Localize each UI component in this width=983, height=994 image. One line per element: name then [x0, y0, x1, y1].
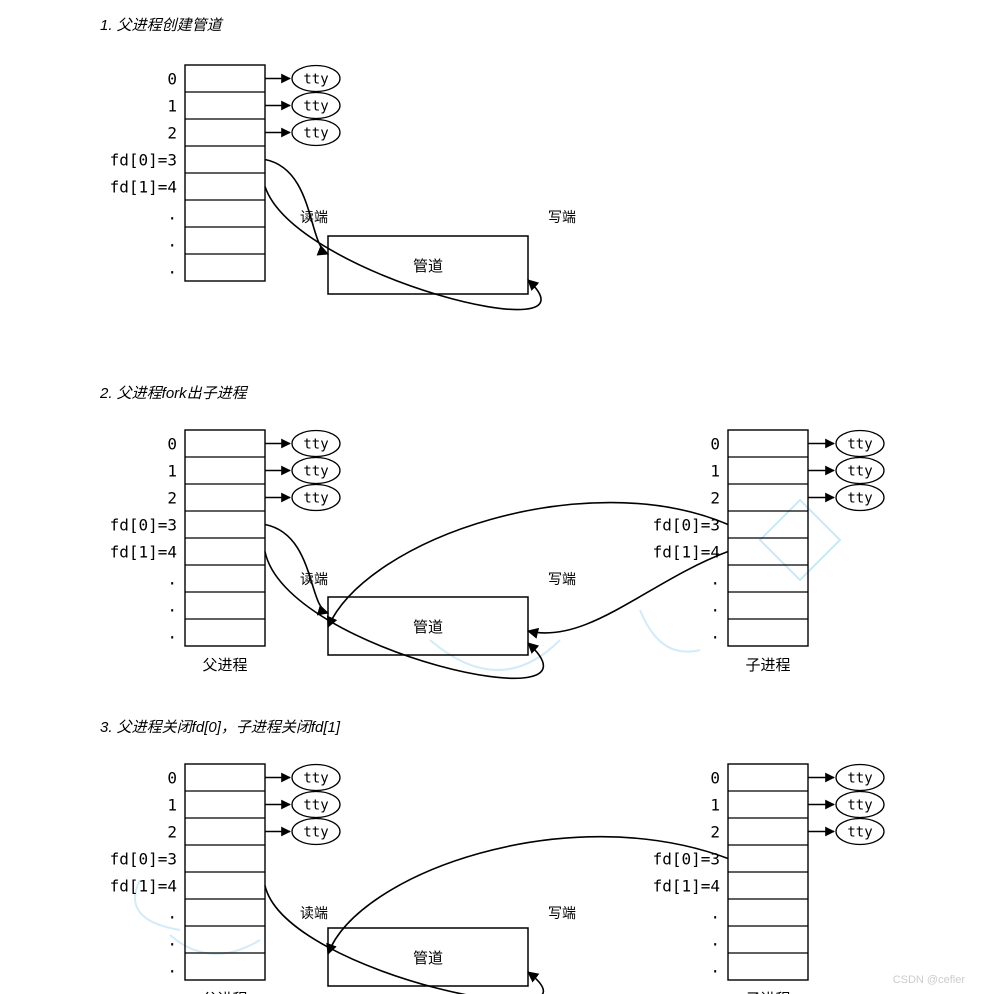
fd-label: fd[1]=4: [653, 876, 720, 895]
fd-label: fd[0]=3: [110, 150, 177, 169]
fd-label: 0: [167, 69, 177, 88]
fd-label: 1: [710, 795, 720, 814]
fd-label: .: [167, 204, 177, 223]
fd-label: fd[1]=4: [110, 876, 177, 895]
fd-label: .: [167, 569, 177, 588]
fd-label: fd[0]=3: [110, 515, 177, 534]
fd-label: fd[1]=4: [110, 542, 177, 561]
fd-label: 0: [710, 768, 720, 787]
fd-label: .: [167, 231, 177, 250]
tty-label: tty: [303, 825, 328, 841]
diagram-svg: 1. 父进程创建管道 0 1 2 fd[0]=3 fd[1]=4... tty tty tty 管…: [0, 0, 983, 994]
fd-label: 0: [167, 768, 177, 787]
pipe-label: 管道: [413, 619, 443, 636]
curve-arrow: [528, 552, 728, 633]
tty-label: tty: [847, 825, 872, 841]
fd-label: .: [710, 623, 720, 642]
tty-label: tty: [303, 99, 328, 115]
fd-label: 2: [167, 488, 177, 507]
tty-label: tty: [303, 437, 328, 453]
watermark-text: CSDN @cefler: [893, 974, 965, 986]
read-end-label: 读端: [300, 905, 328, 921]
tty-label: tty: [303, 491, 328, 507]
tty-label: tty: [303, 72, 328, 88]
fd-label: 2: [167, 123, 177, 142]
read-end-label: 读端: [300, 209, 328, 225]
fd-label: .: [710, 930, 720, 949]
fd-label: 1: [167, 96, 177, 115]
curve-arrow: [265, 160, 328, 255]
tty-label: tty: [303, 798, 328, 814]
curve-arrow: [265, 525, 328, 614]
section-title: 3. 父进程关闭fd[0]，子进程关闭fd[1]: [100, 719, 341, 736]
fd-label: 2: [710, 822, 720, 841]
pipe-label: 管道: [413, 950, 443, 967]
fd-label: 0: [710, 434, 720, 453]
section-title: 1. 父进程创建管道: [100, 17, 224, 34]
fd-label: fd[1]=4: [110, 177, 177, 196]
read-end-label: 读端: [300, 571, 328, 587]
fd-label: fd[0]=3: [110, 849, 177, 868]
fd-label: .: [710, 957, 720, 976]
tty-label: tty: [847, 491, 872, 507]
fd-label: 1: [167, 795, 177, 814]
tty-label: tty: [847, 771, 872, 787]
fd-label: .: [710, 569, 720, 588]
tty-label: tty: [847, 464, 872, 480]
fd-label: .: [167, 957, 177, 976]
tty-label: tty: [303, 464, 328, 480]
diagram-page: 1. 父进程创建管道 0 1 2 fd[0]=3 fd[1]=4... tty tty tty 管…: [0, 0, 983, 994]
fd-label: 0: [167, 434, 177, 453]
fd-label: .: [167, 903, 177, 922]
pipe-label: 管道: [413, 258, 443, 275]
tty-label: tty: [303, 126, 328, 142]
section-title: 2. 父进程fork出子进程: [99, 385, 249, 402]
fd-label: .: [167, 258, 177, 277]
write-end-label: 写端: [548, 571, 576, 587]
curve-arrow: [265, 886, 543, 994]
fd-label: .: [167, 596, 177, 615]
tty-label: tty: [303, 771, 328, 787]
write-end-label: 写端: [548, 905, 576, 921]
tty-label: tty: [847, 798, 872, 814]
tty-label: tty: [847, 437, 872, 453]
fd-label: .: [167, 930, 177, 949]
parent-caption: 父进程: [202, 657, 247, 674]
fd-label: 2: [710, 488, 720, 507]
child-caption: 子进程: [745, 657, 790, 674]
fd-label: .: [710, 903, 720, 922]
fd-label: .: [710, 596, 720, 615]
fd-label: 1: [167, 461, 177, 480]
write-end-label: 写端: [548, 209, 576, 225]
fd-label: 1: [710, 461, 720, 480]
fd-label: .: [167, 623, 177, 642]
fd-label: 2: [167, 822, 177, 841]
